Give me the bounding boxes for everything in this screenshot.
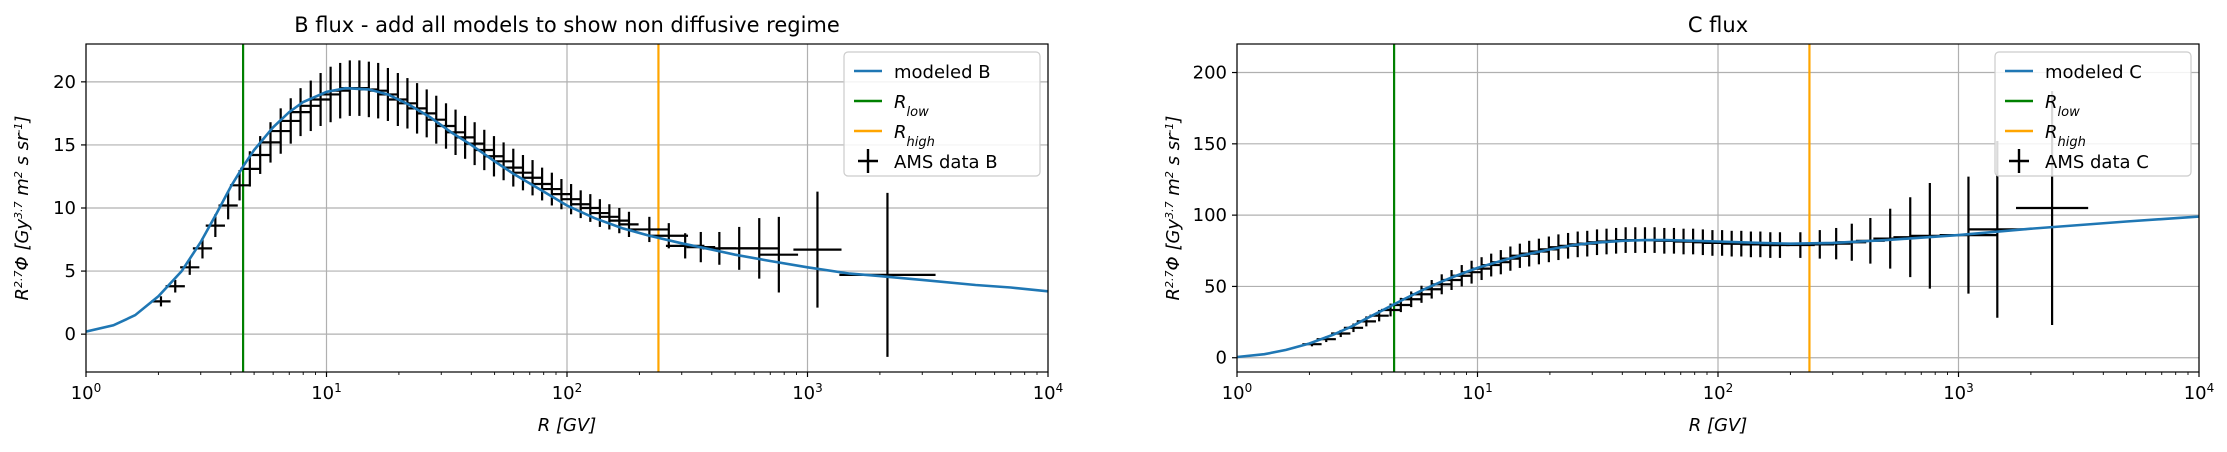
data-point <box>493 142 514 181</box>
data-point <box>260 122 281 163</box>
y-tick-label: 20 <box>53 72 76 93</box>
legend-label: Rhigh <box>2045 122 2086 150</box>
data-point <box>301 80 321 132</box>
data-point <box>417 89 437 138</box>
data-point <box>436 103 456 149</box>
chart-title: C flux <box>1688 13 1748 37</box>
legend-label: AMS data C <box>2045 152 2149 173</box>
data-point <box>793 191 842 308</box>
y-tick-label: 50 <box>1204 276 1227 297</box>
x-tick-label: 103 <box>1943 381 1974 404</box>
legend-box <box>1994 51 2192 177</box>
data-point <box>630 216 669 243</box>
data-point <box>310 73 331 126</box>
x-axis-label: R [GV] <box>1689 415 1748 436</box>
x-tick-label: 101 <box>1462 381 1493 404</box>
data-point <box>571 190 591 219</box>
model-line <box>1237 215 2199 359</box>
legend-label: modeled B <box>894 62 991 83</box>
x-tick-label: 104 <box>2184 381 2215 404</box>
data-point <box>542 172 562 206</box>
legend-entry: AMS data C <box>2009 149 2149 173</box>
chart-1: 100 101 102 103 104 0 5 10 15 20 B flux - add all … <box>12 13 1064 436</box>
data-point <box>445 109 466 156</box>
x-axis-label: R [GV] <box>538 415 597 436</box>
x-tick-label: 100 <box>71 381 102 404</box>
y-tick-label: 0 <box>1216 348 1227 369</box>
x-tick-label: 103 <box>792 381 823 404</box>
legend-entry: Rlow <box>854 92 929 120</box>
y-axis-label: R2.7Φ [Gy3.7 m2 s sr-1] <box>12 116 34 301</box>
legend-entry: modeled C <box>2005 62 2142 83</box>
y-tick-label: 100 <box>1193 205 1227 226</box>
x-axis: 100 101 102 103 104 <box>1222 372 2215 404</box>
data-point <box>281 98 301 144</box>
data-point <box>619 211 639 238</box>
data-point <box>522 160 543 196</box>
y-tick-label: 0 <box>65 324 76 345</box>
data-point <box>609 208 629 234</box>
data-point <box>740 218 779 279</box>
legend-label: Rlow <box>894 92 929 120</box>
chart-title: B flux - add all models to show non diff… <box>294 13 840 37</box>
data-point <box>532 167 552 201</box>
data-point <box>590 199 610 227</box>
ams-data-series <box>151 60 936 357</box>
legend-entry: Rhigh <box>2005 122 2086 150</box>
data-point <box>561 184 581 215</box>
chart-2: 100 101 102 103 104 0 50 100 150 200 C flux R [GV] R… <box>1163 13 2215 436</box>
legend-label: Rhigh <box>894 122 935 150</box>
y-tick-label: 15 <box>53 135 76 156</box>
data-point <box>426 95 446 144</box>
data-point <box>229 170 250 201</box>
legend-entry: AMS data B <box>858 149 998 173</box>
legend-box <box>843 51 1041 177</box>
legend-entry: Rlow <box>2005 92 2080 120</box>
y-axis: 0 5 10 15 20 <box>53 72 86 345</box>
data-point <box>551 178 572 210</box>
x-tick-label: 101 <box>311 381 342 404</box>
x-tick-label: 104 <box>1033 381 1064 404</box>
legend-label: modeled C <box>2045 62 2142 83</box>
x-axis: 100 101 102 103 104 <box>71 372 1064 404</box>
x-tick-label: 102 <box>552 381 583 404</box>
y-tick-label: 5 <box>65 261 76 282</box>
data-point <box>271 108 291 154</box>
y-axis-label: R2.7Φ [Gy3.7 m2 s sr-1] <box>1163 116 1185 301</box>
data-point <box>503 148 523 187</box>
plot-area <box>86 44 1048 372</box>
legend-label: Rlow <box>2045 92 2080 120</box>
data-point <box>599 204 619 230</box>
y-tick-label: 200 <box>1193 63 1227 84</box>
data-point <box>290 88 311 137</box>
ams-data-series <box>1302 91 2089 347</box>
y-tick-label: 10 <box>53 198 76 219</box>
legend-entry: modeled B <box>854 62 991 83</box>
data-point <box>320 66 341 123</box>
data-point <box>649 223 689 249</box>
data-point <box>759 216 799 293</box>
model-line <box>86 86 1048 333</box>
x-tick-label: 100 <box>1222 381 1253 404</box>
legend-label: AMS data B <box>894 152 998 173</box>
y-axis: 0 50 100 150 200 <box>1193 63 1237 369</box>
y-tick-label: 150 <box>1193 134 1227 155</box>
legend-entry: Rhigh <box>854 122 935 150</box>
data-point <box>151 296 171 307</box>
x-tick-label: 102 <box>1703 381 1734 404</box>
data-point <box>513 155 533 191</box>
